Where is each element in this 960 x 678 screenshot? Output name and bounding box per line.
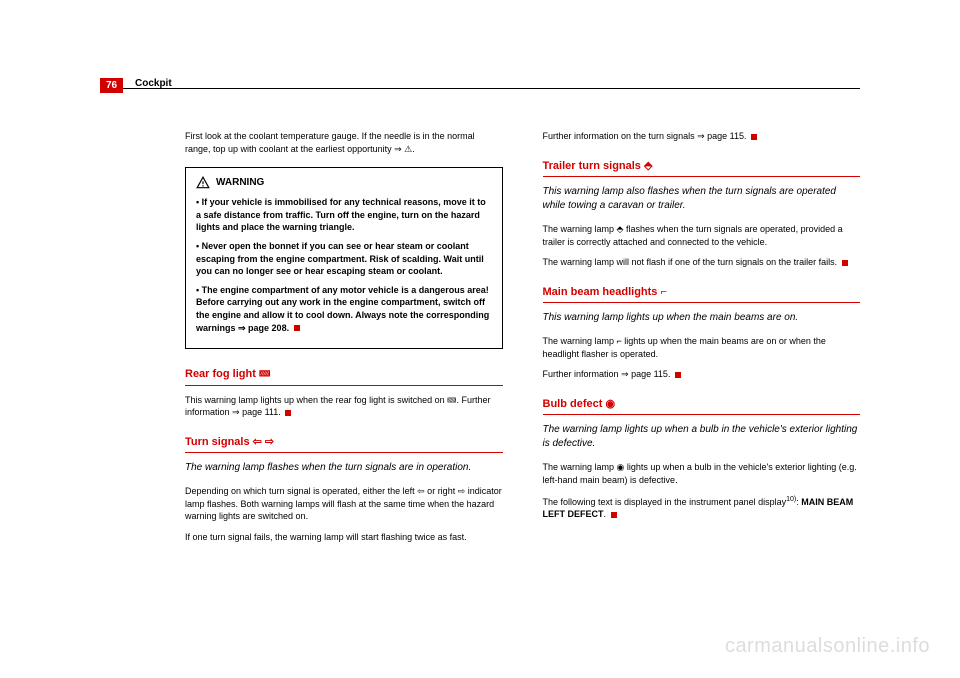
- main-beam-title: Main beam headlights ⌐: [543, 285, 861, 300]
- warning-icon: [196, 176, 210, 190]
- intro-paragraph: First look at the coolant temperature ga…: [185, 130, 503, 155]
- section-rule: [543, 302, 861, 303]
- section-rule: [543, 176, 861, 177]
- warning-box: WARNING • If your vehicle is immobilised…: [185, 167, 503, 349]
- bulb-defect-subtitle: The warning lamp lights up when a bulb i…: [543, 423, 861, 451]
- trailer-p2: The warning lamp will not flash if one o…: [543, 256, 861, 269]
- chapter-title: Cockpit: [135, 78, 172, 89]
- warning-bullet-1: • If your vehicle is immobilised for any…: [196, 196, 492, 234]
- end-marker-icon: [611, 512, 617, 518]
- page-number-badge: 76: [100, 78, 123, 93]
- further-info: Further information on the turn signals …: [543, 130, 861, 143]
- end-marker-icon: [751, 134, 757, 140]
- end-marker-icon: [285, 410, 291, 416]
- turn-signals-subtitle: The warning lamp flashes when the turn s…: [185, 461, 503, 475]
- trailer-p1: The warning lamp ⬘ flashes when the turn…: [543, 223, 861, 248]
- turn-signals-p1: Depending on which turn signal is operat…: [185, 485, 503, 523]
- header-rule: [100, 88, 860, 89]
- end-marker-icon: [842, 260, 848, 266]
- end-marker-icon: [675, 372, 681, 378]
- bulb-defect-p1: The warning lamp ◉ lights up when a bulb…: [543, 461, 861, 486]
- main-beam-subtitle: This warning lamp lights up when the mai…: [543, 311, 861, 325]
- warning-bullet-3: • The engine compartment of any motor ve…: [196, 284, 492, 334]
- bulb-defect-title: Bulb defect ◉: [543, 397, 861, 412]
- warning-header: WARNING: [196, 176, 492, 190]
- warning-label: WARNING: [216, 176, 264, 190]
- section-rule: [185, 385, 503, 386]
- left-column: First look at the coolant temperature ga…: [185, 130, 503, 551]
- warning-bullet-2: • Never open the bonnet if you can see o…: [196, 240, 492, 278]
- trailer-subtitle: This warning lamp also flashes when the …: [543, 185, 861, 213]
- turn-signals-p2: If one turn signal fails, the warning la…: [185, 531, 503, 544]
- rear-fog-title: Rear fog light 🝙: [185, 367, 503, 382]
- rear-fog-body: This warning lamp lights up when the rea…: [185, 394, 503, 419]
- section-rule: [185, 452, 503, 453]
- end-marker-icon: [294, 325, 300, 331]
- section-rule: [543, 414, 861, 415]
- bulb-defect-p2: The following text is displayed in the i…: [543, 495, 861, 521]
- trailer-title: Trailer turn signals ⬘: [543, 159, 861, 174]
- main-beam-p2: Further information ⇒ page 115.: [543, 368, 861, 381]
- main-beam-p1: The warning lamp ⌐ lights up when the ma…: [543, 335, 861, 360]
- right-column: Further information on the turn signals …: [543, 130, 861, 551]
- page-content: First look at the coolant temperature ga…: [185, 130, 860, 551]
- turn-signals-title: Turn signals ⇦ ⇨: [185, 435, 503, 450]
- watermark: carmanualsonline.info: [725, 635, 930, 658]
